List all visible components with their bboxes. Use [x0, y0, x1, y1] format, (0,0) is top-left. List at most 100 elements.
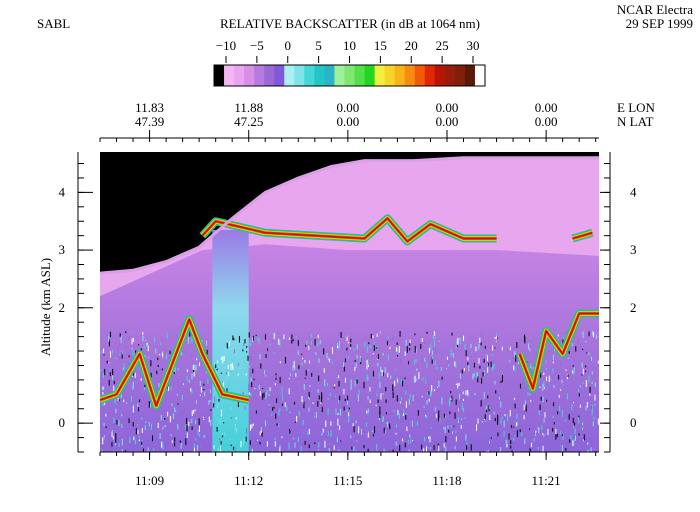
- speckle: [409, 394, 411, 399]
- speckle: [104, 368, 106, 376]
- speckle: [268, 393, 270, 397]
- speckle: [428, 347, 430, 354]
- speckle: [455, 399, 457, 405]
- speckle: [383, 448, 385, 452]
- speckle: [486, 354, 488, 362]
- speckle: [132, 421, 134, 427]
- speckle: [330, 342, 332, 346]
- speckle: [171, 440, 173, 443]
- speckle: [552, 354, 554, 361]
- speckle: [535, 432, 537, 439]
- speckle: [512, 426, 514, 428]
- speckle: [348, 407, 350, 410]
- speckle: [101, 350, 103, 354]
- speckle: [543, 372, 545, 376]
- speckle: [433, 331, 435, 336]
- speckle: [544, 412, 546, 418]
- speckle: [576, 370, 578, 375]
- colorbar-swatch: [254, 65, 265, 86]
- speckle: [591, 371, 593, 375]
- speckle: [459, 337, 461, 341]
- speckle: [494, 380, 496, 385]
- speckle: [272, 416, 274, 422]
- speckle: [470, 343, 472, 349]
- speckle: [259, 354, 261, 360]
- speckle: [204, 402, 206, 404]
- speckle: [356, 377, 358, 380]
- speckle: [162, 426, 164, 430]
- speckle: [242, 345, 244, 351]
- speckle: [529, 393, 531, 396]
- speckle: [431, 357, 433, 364]
- speckle: [350, 435, 352, 439]
- speckle: [572, 365, 574, 367]
- speckle: [295, 373, 297, 377]
- speckle: [133, 345, 135, 349]
- speckle: [434, 336, 436, 339]
- speckle: [501, 346, 503, 351]
- speckle: [115, 408, 117, 414]
- speckle: [313, 415, 315, 418]
- speckle: [524, 438, 526, 445]
- speckle: [539, 386, 541, 388]
- speckle: [406, 346, 408, 353]
- speckle: [116, 348, 118, 352]
- speckle: [424, 436, 426, 442]
- speckle: [540, 396, 542, 401]
- speckle: [329, 392, 331, 397]
- speckle: [180, 442, 182, 449]
- speckle: [598, 357, 599, 362]
- speckle: [102, 383, 104, 388]
- speckle: [248, 332, 250, 338]
- speckle: [474, 393, 476, 396]
- speckle: [509, 346, 511, 351]
- speckle: [203, 383, 205, 386]
- speckle: [506, 443, 508, 448]
- speckle: [193, 443, 195, 448]
- speckle: [370, 333, 372, 339]
- speckle: [190, 388, 192, 392]
- speckle: [324, 440, 326, 448]
- speckle: [572, 402, 574, 404]
- speckle: [404, 442, 406, 448]
- speckle: [445, 436, 447, 443]
- speckle: [326, 352, 328, 359]
- speckle: [350, 343, 352, 347]
- speckle: [507, 414, 509, 422]
- speckle: [411, 420, 413, 427]
- speckle: [229, 438, 231, 440]
- speckle: [457, 383, 459, 389]
- speckle: [423, 448, 425, 452]
- speckle: [244, 339, 246, 344]
- y-axis-label: Altitude (km ASL): [38, 257, 53, 357]
- speckle: [223, 422, 225, 424]
- speckle: [179, 440, 181, 443]
- speckle: [227, 364, 229, 370]
- speckle: [103, 438, 105, 441]
- speckle: [258, 337, 260, 344]
- speckle: [585, 340, 587, 343]
- speckle: [245, 373, 247, 376]
- speckle: [486, 354, 488, 358]
- speckle: [289, 341, 291, 345]
- speckle: [233, 446, 235, 450]
- speckle: [309, 397, 311, 401]
- speckle: [407, 440, 409, 445]
- speckle: [519, 429, 521, 433]
- speckle: [265, 354, 267, 358]
- lon-value: 0.00: [534, 100, 558, 115]
- speckle: [552, 368, 554, 373]
- speckle: [260, 363, 262, 369]
- speckle: [374, 426, 376, 434]
- speckle: [276, 423, 278, 426]
- speckle: [593, 444, 595, 452]
- speckle: [318, 375, 320, 382]
- speckle: [150, 360, 152, 367]
- speckle: [570, 435, 572, 440]
- speckle: [252, 368, 254, 374]
- speckle: [319, 339, 321, 345]
- speckle: [109, 368, 111, 370]
- lon-value: 0.00: [435, 100, 459, 115]
- speckle: [415, 348, 417, 353]
- speckle: [308, 345, 310, 350]
